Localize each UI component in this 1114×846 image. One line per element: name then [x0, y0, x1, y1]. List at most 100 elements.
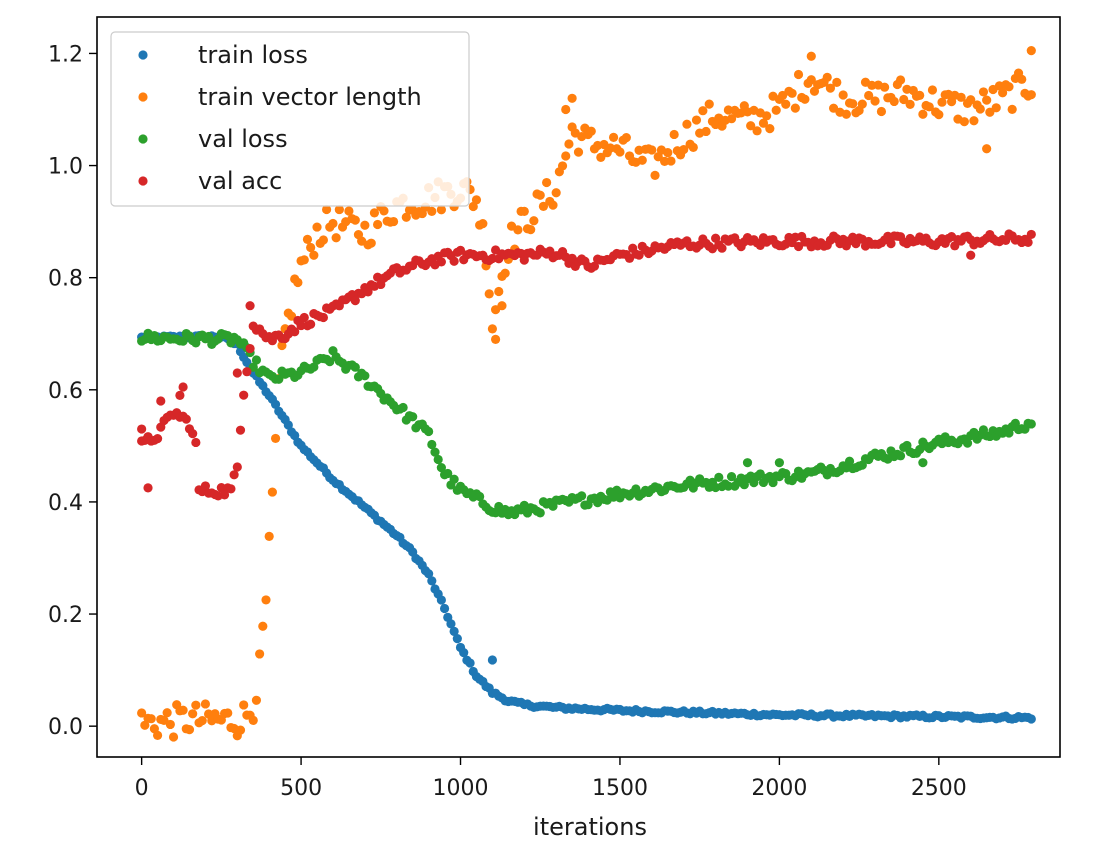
data-point [557, 161, 568, 171]
y-tick-label: 0.8 [48, 267, 83, 292]
data-point [548, 200, 558, 210]
data-point [978, 87, 989, 97]
data-point [647, 145, 657, 155]
data-point [679, 144, 689, 155]
data-point [519, 255, 529, 265]
x-axis: 0 500 1000 1500 2000 2500 [135, 757, 967, 801]
data-points [137, 46, 1036, 742]
data-point [899, 94, 909, 105]
data-point [915, 90, 925, 100]
data-point [235, 725, 246, 735]
data-point [302, 234, 313, 244]
data-point [363, 287, 373, 297]
data-point [966, 250, 976, 260]
data-point [226, 484, 236, 494]
data-point [1026, 714, 1036, 724]
data-point [497, 301, 507, 311]
data-point [251, 355, 262, 365]
data-point [258, 621, 268, 631]
data-point [248, 362, 258, 372]
data-point [567, 93, 577, 103]
data-point [433, 454, 443, 465]
data-point [959, 117, 969, 127]
y-tick-label: 0.2 [48, 603, 83, 628]
x-axis-label: iterations [533, 813, 647, 841]
data-point [449, 474, 459, 484]
data-point [535, 190, 545, 200]
data-point [408, 412, 418, 422]
x-tick-label: 500 [280, 776, 322, 801]
data-point [806, 75, 816, 85]
data-point [178, 336, 188, 346]
data-point [787, 88, 797, 98]
data-point [650, 170, 660, 180]
data-point [513, 225, 523, 235]
data-point [962, 438, 973, 448]
data-point [449, 626, 459, 637]
data-point [529, 216, 539, 226]
data-point [232, 368, 242, 378]
data-point [800, 94, 810, 104]
data-point [200, 481, 211, 491]
data-point [188, 429, 198, 439]
data-point [781, 99, 791, 109]
series-train-vector-length [137, 46, 1036, 742]
data-point [318, 235, 329, 245]
data-point [388, 216, 399, 227]
data-point [966, 95, 976, 105]
data-point [487, 655, 498, 665]
y-tick-label: 0.0 [48, 715, 83, 740]
data-point [790, 103, 800, 113]
data-point [165, 719, 175, 730]
data-point [175, 390, 185, 401]
y-tick-label: 1.2 [48, 42, 83, 67]
data-point [621, 133, 631, 143]
data-point [726, 114, 737, 124]
data-point [455, 245, 466, 255]
data-point [535, 508, 545, 518]
data-point [1026, 90, 1036, 100]
data-point [239, 390, 249, 400]
data-point [714, 472, 724, 482]
legend-label: train loss [198, 41, 308, 69]
data-point [838, 90, 848, 100]
data-point [251, 695, 262, 705]
data-point [296, 320, 306, 331]
data-point [1017, 74, 1027, 84]
data-point [290, 327, 300, 337]
legend-box [110, 31, 470, 207]
data-point [299, 255, 309, 265]
data-point [688, 142, 698, 152]
data-point [1004, 82, 1014, 92]
data-point [934, 110, 944, 120]
data-point [905, 99, 915, 109]
data-point [596, 152, 606, 162]
data-point [239, 700, 249, 710]
data-point [704, 99, 714, 109]
data-point [573, 147, 584, 157]
data-point [975, 104, 985, 114]
data-point [178, 705, 188, 715]
data-point [235, 425, 246, 435]
data-point [229, 470, 239, 480]
data-point [270, 433, 281, 444]
data-point [379, 206, 389, 216]
data-point [366, 238, 376, 248]
data-point [427, 576, 437, 586]
data-point [475, 491, 485, 502]
x-tick-label: 2500 [911, 776, 967, 801]
data-point [478, 219, 488, 229]
data-point [758, 118, 769, 128]
data-point [526, 224, 536, 235]
y-axis: 0.0 0.2 0.4 0.6 0.8 1.0 1.2 [48, 42, 97, 740]
data-point [752, 126, 762, 136]
data-point [471, 195, 482, 205]
data-point [998, 88, 1008, 98]
data-point [746, 121, 756, 131]
data-point [982, 95, 992, 105]
data-point [191, 700, 201, 710]
data-point [538, 201, 549, 211]
data-point [864, 90, 874, 101]
data-point [634, 250, 644, 260]
